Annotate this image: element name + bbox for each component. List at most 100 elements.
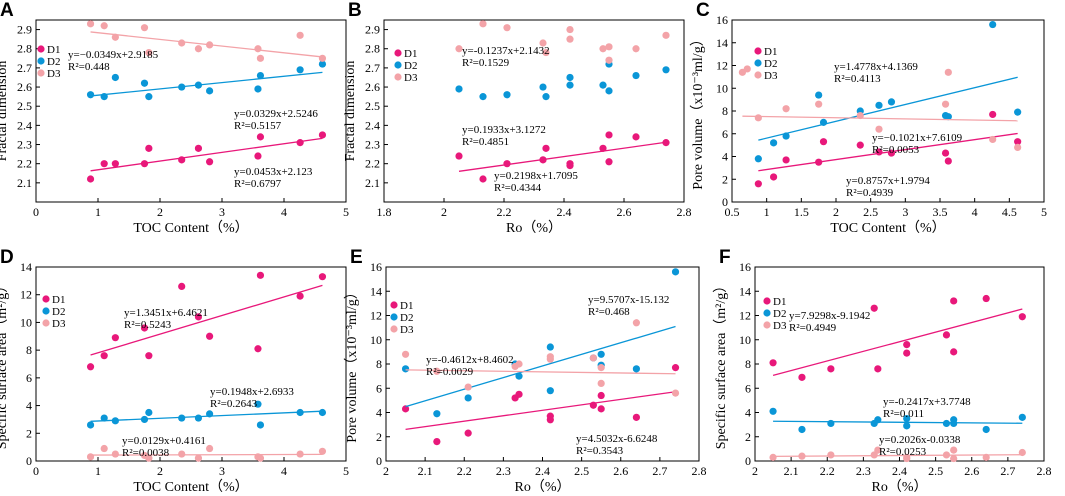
legend-marker-d2 bbox=[37, 57, 45, 65]
x-tick-label: 2.7 bbox=[652, 464, 667, 478]
data-point-d1 bbox=[662, 139, 670, 147]
data-point-d1 bbox=[86, 363, 95, 371]
fit-line-d2 bbox=[90, 71, 323, 97]
data-point-d1 bbox=[950, 297, 958, 305]
data-point-d2 bbox=[86, 91, 95, 99]
legend-label: D2 bbox=[47, 56, 60, 68]
y-axis-label: Specific surface area（m²/g） bbox=[713, 279, 729, 450]
data-point-d1 bbox=[944, 157, 952, 165]
data-point-d2 bbox=[989, 20, 997, 29]
data-point-d2 bbox=[599, 81, 607, 89]
fit-r-squared: R²=0.0053 bbox=[872, 144, 920, 156]
data-point-d2 bbox=[86, 421, 95, 429]
data-point-d2 bbox=[178, 414, 186, 422]
data-point-d1 bbox=[256, 133, 265, 141]
y-tick-label: 4 bbox=[376, 406, 382, 420]
fit-equation: y=4.5032x-6.6248 bbox=[576, 433, 658, 445]
data-point-d1 bbox=[597, 405, 605, 413]
data-point-d3 bbox=[86, 20, 95, 28]
fit-r-squared: R²=0.6797 bbox=[234, 178, 282, 190]
panel-e: E2 2.1 2.2 2.3 2.4 2.5 2.6 2.7 2.80246810121416R… bbox=[344, 247, 707, 495]
data-point-d3 bbox=[597, 379, 605, 387]
fit-line-d3 bbox=[773, 454, 1023, 458]
data-point-d2 bbox=[401, 365, 410, 373]
data-point-d2 bbox=[140, 79, 149, 87]
data-point-d1 bbox=[605, 131, 613, 139]
y-tick-label: 2.9 bbox=[365, 23, 380, 37]
fit-r-squared: R²=0.0253 bbox=[879, 446, 927, 458]
y-tick-label: 10 bbox=[370, 333, 382, 347]
data-point-d2 bbox=[464, 394, 472, 402]
fit-line-d2 bbox=[405, 325, 676, 408]
data-point-d1 bbox=[798, 373, 806, 381]
data-point-d1 bbox=[1018, 313, 1026, 321]
data-point-d2 bbox=[632, 365, 641, 373]
fit-equation: y=0.2026x-0.0338 bbox=[879, 434, 961, 446]
data-point-d3 bbox=[433, 367, 441, 375]
fit-r-squared: R²=0.011 bbox=[883, 408, 924, 420]
data-point-d3 bbox=[874, 446, 882, 454]
x-tick-label: 2.2 bbox=[497, 205, 512, 219]
data-point-d2 bbox=[178, 83, 186, 91]
data-point-d1 bbox=[589, 401, 597, 409]
data-point-d1 bbox=[111, 160, 119, 168]
data-point-d3 bbox=[769, 453, 777, 461]
data-point-d3 bbox=[903, 454, 911, 463]
data-point-d3 bbox=[798, 452, 806, 460]
data-point-d3 bbox=[318, 54, 327, 62]
legend-label: D1 bbox=[47, 44, 60, 56]
y-tick-label: 12 bbox=[739, 309, 751, 323]
data-point-d1 bbox=[479, 175, 487, 183]
y-axis-label: Pore volume（x10⁻³ml/g） bbox=[690, 32, 706, 189]
data-point-d1 bbox=[982, 294, 990, 303]
fit-equation: y=0.2198x+1.7095 bbox=[494, 170, 578, 182]
data-point-d3 bbox=[479, 20, 487, 28]
y-tick-label: 2.4 bbox=[365, 118, 380, 132]
fit-line-d3 bbox=[90, 453, 323, 456]
x-tick-label: 2.6 bbox=[617, 205, 632, 219]
data-point-d1 bbox=[903, 341, 911, 349]
data-point-d1 bbox=[145, 144, 153, 152]
data-point-d1 bbox=[874, 365, 882, 373]
x-tick-label: 5 bbox=[1041, 205, 1047, 219]
fit-r-squared: R²=0.4939 bbox=[846, 187, 894, 199]
legend-label: D1 bbox=[404, 48, 417, 60]
y-tick-label: 2.9 bbox=[17, 23, 32, 37]
data-point-d2 bbox=[1014, 108, 1022, 116]
data-point-d3 bbox=[982, 453, 990, 461]
y-tick-label: 6 bbox=[745, 381, 751, 395]
data-point-d3 bbox=[145, 48, 153, 57]
legend-label: D3 bbox=[404, 72, 418, 84]
data-point-d2 bbox=[566, 81, 574, 89]
y-tick-label: 2.5 bbox=[17, 99, 32, 113]
data-point-d3 bbox=[942, 451, 951, 459]
panel-b: B 1.8 2 2.2 2.4 2.6 2.8 2.1 2.2 2.3 2.4 2.5 2.6 2.7 2.… bbox=[343, 0, 692, 236]
x-tick-label: 1.8 bbox=[377, 205, 392, 219]
x-tick-label: 1 bbox=[95, 464, 101, 478]
data-point-d2 bbox=[566, 73, 574, 82]
data-point-d1 bbox=[433, 438, 441, 446]
x-tick-label: 2 bbox=[157, 205, 163, 219]
data-point-d1 bbox=[254, 152, 262, 160]
data-point-d1 bbox=[989, 110, 997, 119]
data-point-d3 bbox=[950, 446, 958, 454]
legend-marker-d1 bbox=[763, 297, 771, 305]
x-tick-label: 2.6 bbox=[964, 464, 979, 478]
legend-label: D2 bbox=[404, 60, 417, 72]
data-point-d1 bbox=[100, 352, 108, 360]
data-point-d3 bbox=[815, 100, 823, 108]
fit-equation: y=7.9298x-9.1942 bbox=[789, 310, 870, 322]
x-tick-label: 4 bbox=[281, 464, 287, 478]
fit-equation: y=1.4778x+4.1369 bbox=[834, 61, 918, 73]
data-point-d3 bbox=[206, 444, 214, 453]
data-point-d2 bbox=[662, 66, 670, 74]
legend-marker-d3 bbox=[390, 325, 398, 333]
data-point-d1 bbox=[100, 160, 108, 168]
data-point-d2 bbox=[206, 87, 214, 95]
fit-line-d2 bbox=[773, 420, 1023, 424]
x-tick-label: 2 bbox=[383, 464, 389, 478]
data-point-d1 bbox=[542, 144, 550, 152]
y-tick-label: 2 bbox=[745, 430, 751, 444]
fit-equation: y=0.0129x+0.4161 bbox=[122, 435, 206, 447]
data-point-d2 bbox=[950, 419, 958, 428]
